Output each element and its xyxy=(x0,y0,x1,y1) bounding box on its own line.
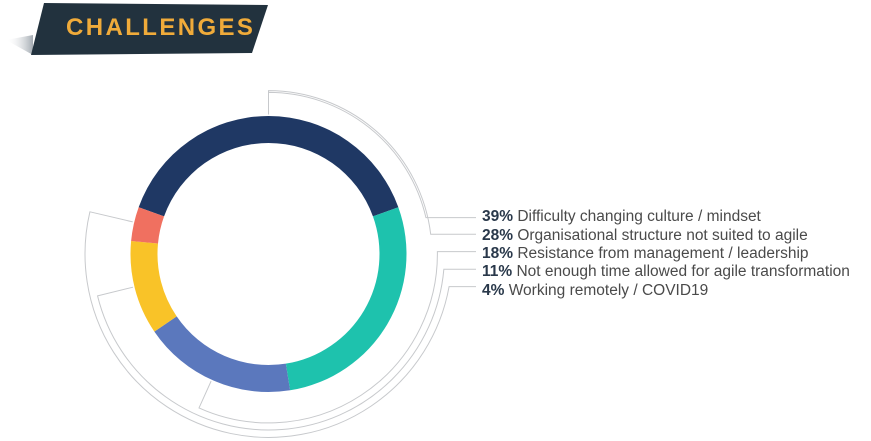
svg-text:CHALLENGES: CHALLENGES xyxy=(66,14,255,41)
svg-text:28% Organisational structure n: 28% Organisational structure not suited … xyxy=(482,227,808,244)
svg-text:4% Working remotely / COVID19: 4% Working remotely / COVID19 xyxy=(482,282,708,299)
svg-text:39% Difficulty changing cultur: 39% Difficulty changing culture / mindse… xyxy=(482,208,762,225)
svg-text:11% Not enough time allowed fo: 11% Not enough time allowed for agile tr… xyxy=(482,263,850,280)
svg-text:18% Resistance from management: 18% Resistance from management / leaders… xyxy=(482,245,809,262)
